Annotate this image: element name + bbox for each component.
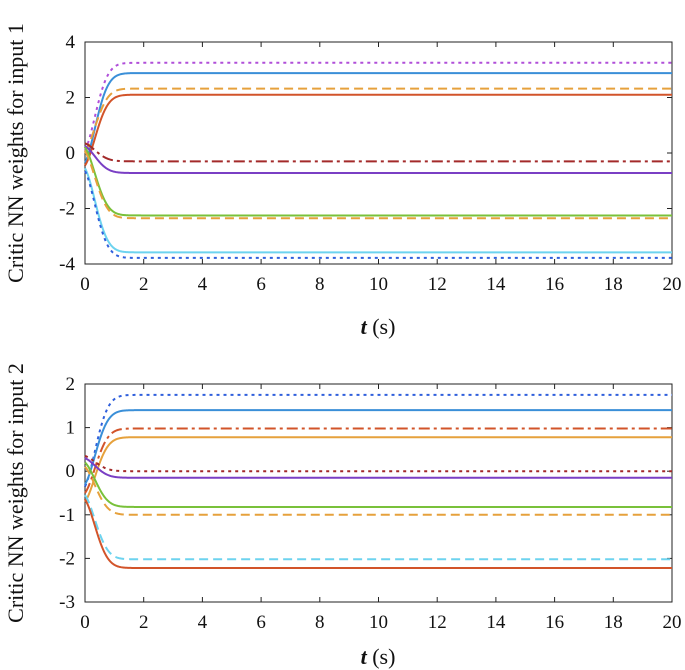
x-tick-label: 6: [256, 612, 266, 633]
x-tick-label: 0: [80, 274, 90, 295]
x-tick-label: 6: [256, 274, 266, 295]
series-line-2: [84, 409, 672, 485]
x-tick-labels: 0 2 4 6 8 10 12 14 16 18 20: [80, 274, 681, 295]
y-tick-label: 1: [66, 418, 76, 439]
tick-marks: [84, 41, 673, 265]
x-tick-label: 10: [369, 274, 388, 295]
series-line-1: [84, 61, 672, 151]
chart-panel-input-1: -4 -2 0 2 4 0 2 4 6 8 10 12 14 16 18 20 Critic NN weig…: [3, 23, 682, 339]
series-line-5: [84, 142, 672, 163]
y-tick-labels: -4 -2 0 2 4: [59, 32, 75, 275]
series-line-5: [84, 454, 672, 473]
y-tick-label: 4: [66, 32, 76, 53]
y-tick-label: -2: [59, 199, 75, 220]
x-tick-labels: 0 2 4 6 8 10 12 14 16 18 20: [80, 612, 681, 633]
y-tick-label: -3: [59, 592, 75, 613]
series-line-10: [84, 498, 672, 569]
series-line-3: [84, 87, 672, 153]
y-tick-label: -2: [59, 548, 75, 569]
series-line-7: [84, 146, 672, 217]
series-line-2: [84, 72, 672, 164]
x-tick-label: 18: [604, 612, 623, 633]
x-tick-label: 4: [198, 612, 208, 633]
x-axis-unit: (s): [372, 644, 395, 669]
y-tick-label: 0: [66, 461, 76, 482]
x-axis-variable: t: [361, 314, 368, 339]
series-line-4: [84, 93, 672, 167]
y-tick-label: -1: [59, 505, 75, 526]
series-line-4: [84, 436, 672, 503]
tick-marks: [84, 383, 673, 603]
x-tick-label: 12: [428, 274, 447, 295]
x-tick-label: 8: [315, 612, 325, 633]
x-tick-label: 14: [486, 612, 506, 633]
x-tick-label: 2: [139, 274, 149, 295]
x-tick-label: 12: [428, 612, 447, 633]
x-tick-label: 4: [198, 274, 208, 295]
series-line-7: [84, 461, 672, 508]
x-axis-variable: t: [361, 644, 368, 669]
y-tick-label: -4: [59, 254, 75, 275]
series-line-8: [84, 466, 672, 516]
x-axis-unit: (s): [372, 314, 395, 339]
x-tick-label: 20: [663, 612, 682, 633]
series-line-3: [84, 427, 672, 494]
series-line-6: [84, 457, 672, 479]
x-tick-label: 16: [545, 612, 564, 633]
x-tick-label: 0: [80, 612, 90, 633]
series-line-9: [84, 494, 672, 561]
x-tick-label: 10: [369, 612, 388, 633]
x-tick-label: 14: [486, 274, 506, 295]
series-group: [84, 61, 672, 259]
series-line-9: [84, 167, 672, 254]
plot-area-frame: [84, 383, 673, 603]
x-tick-label: 18: [604, 274, 623, 295]
series-line-1: [84, 393, 672, 487]
x-tick-label: 20: [663, 274, 682, 295]
y-tick-label: 2: [66, 374, 76, 395]
series-group: [84, 393, 672, 569]
y-axis-label: Critic NN weights for input 1: [3, 23, 28, 283]
y-axis-label: Critic NN weights for input 2: [3, 363, 28, 623]
series-line-8: [84, 150, 672, 220]
y-tick-label: 2: [66, 88, 76, 109]
x-axis-label: t (s): [361, 314, 396, 339]
x-tick-label: 2: [139, 612, 149, 633]
y-tick-labels: -3 -2 -1 0 1 2: [59, 374, 75, 613]
plot-area-frame: [84, 41, 673, 265]
series-line-6: [84, 145, 672, 174]
y-tick-label: 0: [66, 143, 76, 164]
x-tick-label: 16: [545, 274, 564, 295]
x-axis-label: t (s): [361, 644, 396, 669]
x-tick-label: 8: [315, 274, 325, 295]
